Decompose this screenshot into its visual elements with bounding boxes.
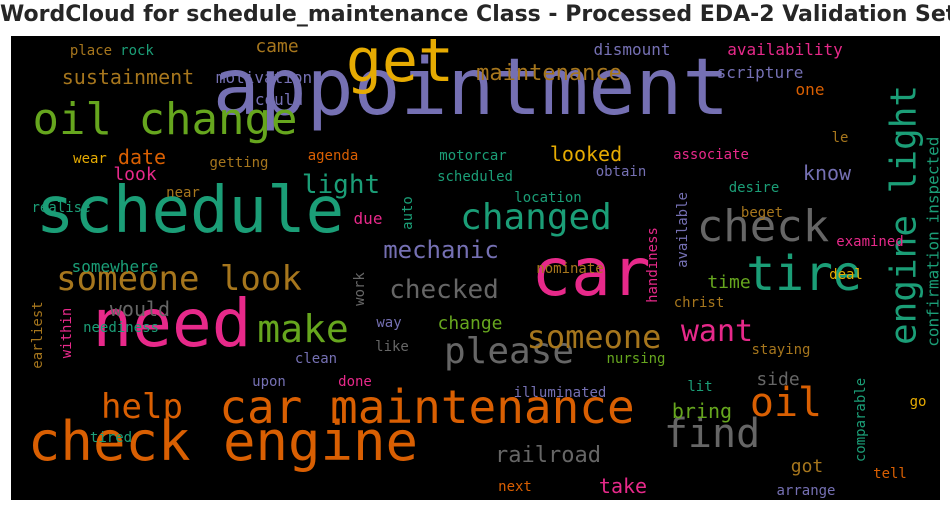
word-auto: auto — [400, 196, 416, 230]
word-bring: bring — [672, 399, 732, 423]
word-sustainment: sustainment — [62, 65, 194, 89]
word-desire: desire — [729, 180, 780, 196]
word-oil-change: oil change — [33, 94, 298, 145]
word-place: place — [70, 43, 112, 59]
word-within: within — [59, 308, 75, 359]
word-tire: tire — [746, 246, 862, 302]
word-scripture: scripture — [717, 63, 804, 82]
word-location: location — [514, 190, 581, 206]
word-date: date — [118, 145, 166, 169]
word-time: time — [707, 272, 750, 293]
word-christ: christ — [674, 295, 725, 311]
word-light: light — [302, 170, 380, 200]
word-make: make — [257, 307, 349, 351]
word-dismount: dismount — [593, 40, 670, 59]
word-mechanic: mechanic — [383, 236, 499, 264]
word-arrange: arrange — [776, 483, 835, 499]
word-check-engine: check engine — [28, 410, 418, 473]
word-le: le — [832, 130, 849, 146]
word-tell: tell — [873, 466, 907, 482]
word-wear: wear — [73, 151, 107, 167]
word-would: would — [110, 297, 170, 321]
word-know: know — [803, 161, 852, 185]
word-near: near — [166, 185, 200, 201]
word-availability: availability — [727, 40, 843, 59]
word-neediness: neediness — [83, 320, 159, 336]
word-came: came — [255, 36, 298, 57]
word-want: want — [681, 314, 753, 349]
word-scheduled: scheduled — [437, 169, 513, 185]
word-done: done — [338, 374, 372, 390]
word-oil: oil — [750, 380, 822, 426]
word-nursing: nursing — [606, 351, 665, 367]
word-next: next — [498, 479, 532, 495]
word-look: look — [113, 164, 157, 185]
word-car-maintenance: car maintenance — [219, 380, 634, 434]
word-take: take — [599, 474, 647, 498]
word-inspected: inspected — [924, 137, 941, 224]
word-available: available — [675, 192, 691, 268]
word-someone-look: someone look — [56, 259, 302, 299]
word-illuminated: illuminated — [514, 385, 607, 401]
word-one: one — [796, 80, 825, 99]
word-get: get — [346, 36, 454, 96]
word-obtain: obtain — [596, 164, 647, 180]
word-please: please — [444, 331, 574, 372]
word-railroad: railroad — [495, 443, 601, 468]
word-examined: examined — [836, 234, 903, 250]
word-change: change — [437, 313, 502, 334]
word-motorcar: motorcar — [439, 148, 506, 164]
word-car: car — [531, 234, 650, 311]
word-getting: getting — [209, 155, 268, 171]
word-looked: looked — [550, 142, 622, 166]
word-associate: associate — [673, 147, 749, 163]
word-cloud: appointment schedule need car check engine ge… — [11, 36, 940, 500]
word-tired: tired — [90, 430, 132, 446]
word-earliest: earliest — [30, 301, 46, 368]
word-help: help — [101, 387, 183, 427]
word-staying: staying — [751, 342, 810, 358]
word-due: due — [354, 209, 383, 228]
word-deal: deal — [829, 267, 863, 283]
word-engine-light: engine light — [884, 85, 925, 345]
word-motivation: motivation — [216, 68, 312, 87]
word-check: check — [697, 201, 829, 252]
word-schedule: schedule — [36, 174, 344, 248]
word-work: work — [352, 272, 368, 306]
word-like: like — [375, 339, 409, 355]
word-handiness: handiness — [645, 227, 661, 303]
word-agenda: agenda — [308, 148, 359, 164]
word-go: go — [910, 394, 927, 410]
word-changed: changed — [460, 197, 612, 238]
word-cloud-background — [11, 36, 940, 500]
word-rock: rock — [120, 43, 154, 59]
word-realise: realise — [31, 200, 90, 216]
word-nominate: nominate — [536, 261, 603, 277]
word-comparable: comparable — [853, 378, 869, 462]
word-cloud-words: appointment schedule need car check engine ge… — [28, 36, 940, 499]
word-beget: beget — [741, 205, 783, 221]
word-maintenance: maintenance — [476, 61, 622, 86]
word-somewhere: somewhere — [72, 257, 159, 276]
word-appointment: appointment — [213, 43, 730, 133]
chart-title: WordCloud for schedule_maintenance Class… — [0, 2, 950, 27]
word-confirmation: confirmation — [924, 231, 941, 347]
word-find: find — [664, 411, 760, 457]
word-lit: lit — [687, 379, 712, 395]
word-need: need — [93, 285, 252, 362]
word-could: could — [255, 90, 303, 109]
word-way: way — [376, 315, 401, 331]
word-checked: checked — [389, 275, 499, 305]
word-got: got — [791, 456, 824, 477]
word-upon: upon — [252, 374, 286, 390]
word-someone: someone — [527, 318, 662, 356]
word-clean: clean — [295, 351, 337, 367]
word-side: side — [756, 369, 799, 390]
